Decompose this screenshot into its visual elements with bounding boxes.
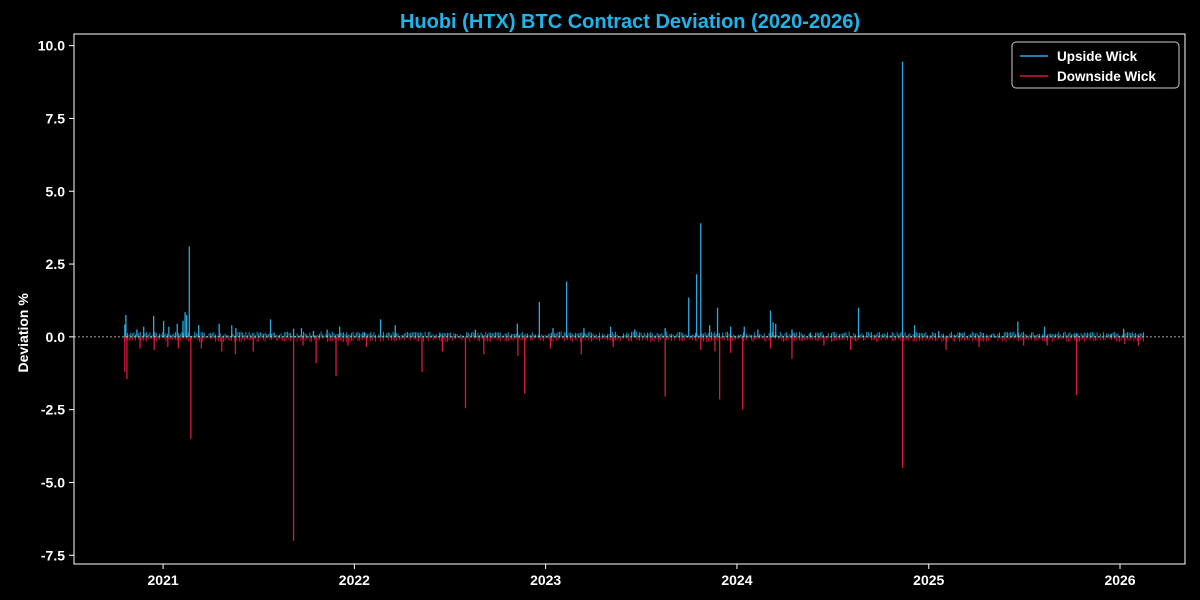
series-upside [124, 61, 1125, 337]
y-tick-label: 0.0 [46, 329, 66, 345]
y-tick-label: 7.5 [46, 110, 66, 126]
legend-box [1011, 41, 1180, 89]
legend: Upside Wick Downside Wick [1011, 41, 1180, 89]
plot-frame [73, 33, 1186, 565]
x-tick-label: 2025 [913, 572, 944, 588]
legend-label: Downside Wick [1057, 69, 1156, 84]
x-tick-label: 2024 [721, 572, 752, 588]
y-tick-label: 2.5 [46, 256, 66, 272]
chart-title: Huobi (HTX) BTC Contract Deviation (2020… [400, 11, 860, 33]
x-tick-label: 2023 [530, 572, 561, 588]
x-tick-label: 2022 [339, 572, 370, 588]
x-tick-label: 2021 [148, 572, 179, 588]
noise-band [123, 331, 1144, 343]
y-tick-label: 5.0 [46, 183, 66, 199]
y-tick-label: -7.5 [41, 547, 65, 563]
y-tick-label: 10.0 [38, 38, 65, 54]
series-downside [124, 336, 1140, 541]
x-tick-label: 2026 [1104, 572, 1135, 588]
y-tick-label: -5.0 [41, 474, 65, 490]
legend-label: Upside Wick [1057, 49, 1138, 64]
series-group [123, 61, 1144, 541]
y-axis-label: Deviation % [15, 293, 31, 373]
y-tick-label: -2.5 [41, 402, 65, 418]
